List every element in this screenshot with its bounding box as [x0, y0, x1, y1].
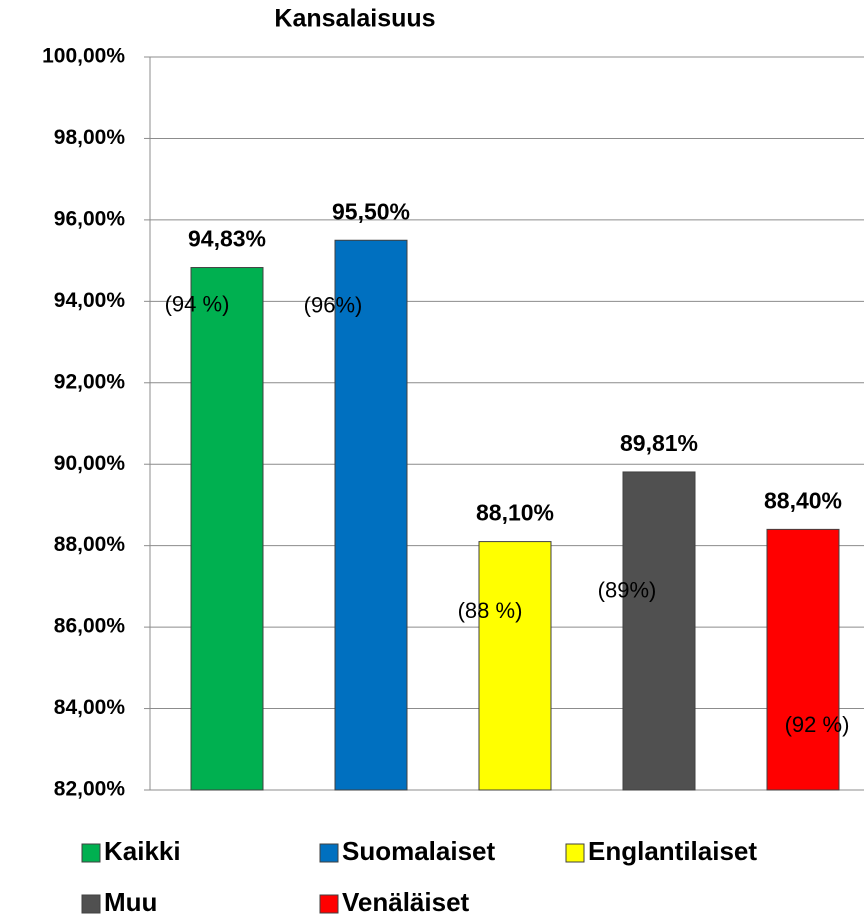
- y-tick-label: 94,00%: [54, 289, 126, 312]
- legend-label: Muu: [104, 887, 157, 917]
- value-label: 88,10%: [476, 500, 554, 526]
- chart-title: Kansalaisuus: [274, 5, 435, 33]
- annotation: (92 %): [785, 712, 850, 737]
- y-tick-label: 88,00%: [54, 533, 126, 556]
- bar: [766, 528, 840, 791]
- value-label: 89,81%: [620, 430, 698, 456]
- y-tick-label: 100,00%: [42, 45, 125, 68]
- legend-label: Venäläiset: [342, 887, 470, 917]
- annotation: (96%): [304, 293, 363, 318]
- legend-label: Englantilaiset: [588, 836, 757, 866]
- y-tick-label: 90,00%: [54, 452, 126, 475]
- y-tick-label: 96,00%: [54, 207, 126, 230]
- legend-label: Kaikki: [104, 836, 181, 866]
- bar: [334, 239, 408, 791]
- legend-swatch: [319, 894, 339, 914]
- y-tick-label: 82,00%: [54, 778, 126, 801]
- bar: [190, 267, 264, 791]
- annotation: (89%): [598, 577, 657, 602]
- legend-swatch: [565, 843, 585, 863]
- legend-swatch: [81, 843, 101, 863]
- y-tick-label: 84,00%: [54, 696, 126, 719]
- value-label: 95,50%: [332, 198, 410, 224]
- annotation: (94 %): [165, 291, 230, 316]
- value-label: 94,83%: [188, 226, 266, 252]
- annotation: (88 %): [458, 598, 523, 623]
- legend-swatch: [319, 843, 339, 863]
- legend-label: Suomalaiset: [342, 836, 496, 866]
- bar: [478, 541, 552, 791]
- y-tick-label: 86,00%: [54, 615, 126, 638]
- y-tick-label: 92,00%: [54, 370, 126, 393]
- bar: [622, 471, 696, 791]
- y-tick-label: 98,00%: [54, 126, 126, 149]
- value-label: 88,40%: [764, 487, 842, 513]
- legend-swatch: [81, 894, 101, 914]
